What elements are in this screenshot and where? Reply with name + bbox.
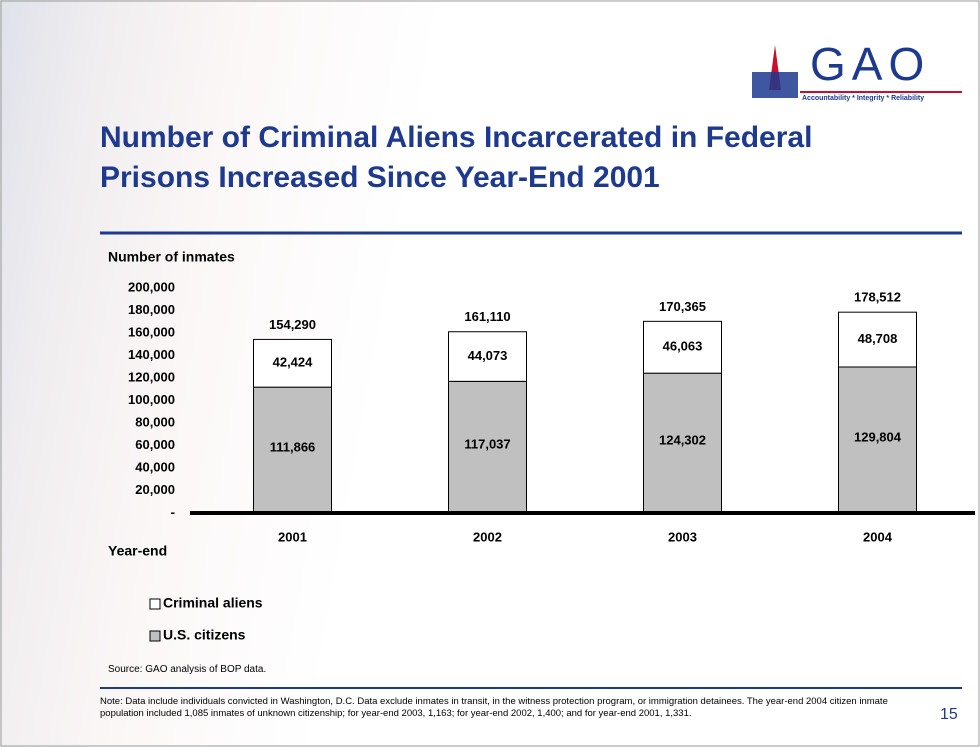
bar-segment bbox=[448, 331, 527, 382]
y-tick-label: 60,000 bbox=[135, 437, 175, 452]
y-tick-label: 200,000 bbox=[128, 279, 175, 294]
legend-label: U.S. citizens bbox=[163, 627, 246, 643]
logo-flag bbox=[752, 72, 798, 98]
x-tick-label: 2001 bbox=[278, 529, 307, 544]
chart-title: Number of Criminal Aliens Incarcerated i… bbox=[100, 121, 813, 194]
bar-segment bbox=[838, 366, 917, 514]
y-tick-label: 160,000 bbox=[128, 324, 175, 339]
page-number: 15 bbox=[940, 706, 958, 723]
value-label: 117,037 bbox=[464, 437, 510, 452]
total-label: 161,110 bbox=[464, 309, 510, 324]
y-tick-label: 120,000 bbox=[128, 369, 175, 384]
y-axis-label: Number of inmates bbox=[108, 249, 235, 265]
value-label: 111,866 bbox=[270, 440, 316, 455]
note: Note: Data include individuals convicted… bbox=[100, 696, 888, 719]
bar-segment bbox=[643, 320, 722, 374]
y-tick-label: 180,000 bbox=[128, 302, 175, 317]
legend-label: Criminal aliens bbox=[163, 595, 263, 611]
value-label: 48,708 bbox=[858, 331, 898, 346]
legend-swatch bbox=[149, 630, 161, 642]
y-tick-label: 140,000 bbox=[128, 347, 175, 362]
bar-segment bbox=[838, 311, 917, 368]
x-tick-label: 2003 bbox=[668, 529, 697, 544]
value-label: 42,424 bbox=[273, 355, 314, 370]
logo: GAO bbox=[810, 38, 930, 90]
bar-segment bbox=[253, 338, 332, 388]
total-label: 178,512 bbox=[854, 290, 901, 305]
value-label: 44,073 bbox=[468, 348, 508, 363]
y-tick-label: 80,000 bbox=[135, 414, 175, 429]
source: Source: GAO analysis of BOP data. bbox=[108, 664, 267, 675]
value-label: 129,804 bbox=[854, 429, 902, 444]
y-tick-label: 100,000 bbox=[128, 392, 175, 407]
y-tick-label: - bbox=[171, 504, 175, 519]
value-label: 124,302 bbox=[659, 433, 706, 448]
x-tick-label: 2002 bbox=[473, 529, 502, 544]
value-label: 46,063 bbox=[663, 339, 703, 354]
bar-segment bbox=[448, 380, 527, 514]
y-tick-label: 20,000 bbox=[135, 482, 175, 497]
x-tick-label: 2004 bbox=[863, 529, 893, 544]
bar-segment bbox=[643, 372, 722, 514]
bar-segment bbox=[253, 386, 332, 514]
total-label: 170,365 bbox=[659, 299, 706, 314]
x-axis-label: Year-end bbox=[108, 543, 167, 559]
tagline: Accountability * Integrity * Reliability bbox=[802, 95, 924, 102]
total-label: 154,290 bbox=[269, 317, 316, 332]
y-tick-label: 40,000 bbox=[135, 459, 175, 474]
legend-swatch bbox=[149, 598, 161, 610]
